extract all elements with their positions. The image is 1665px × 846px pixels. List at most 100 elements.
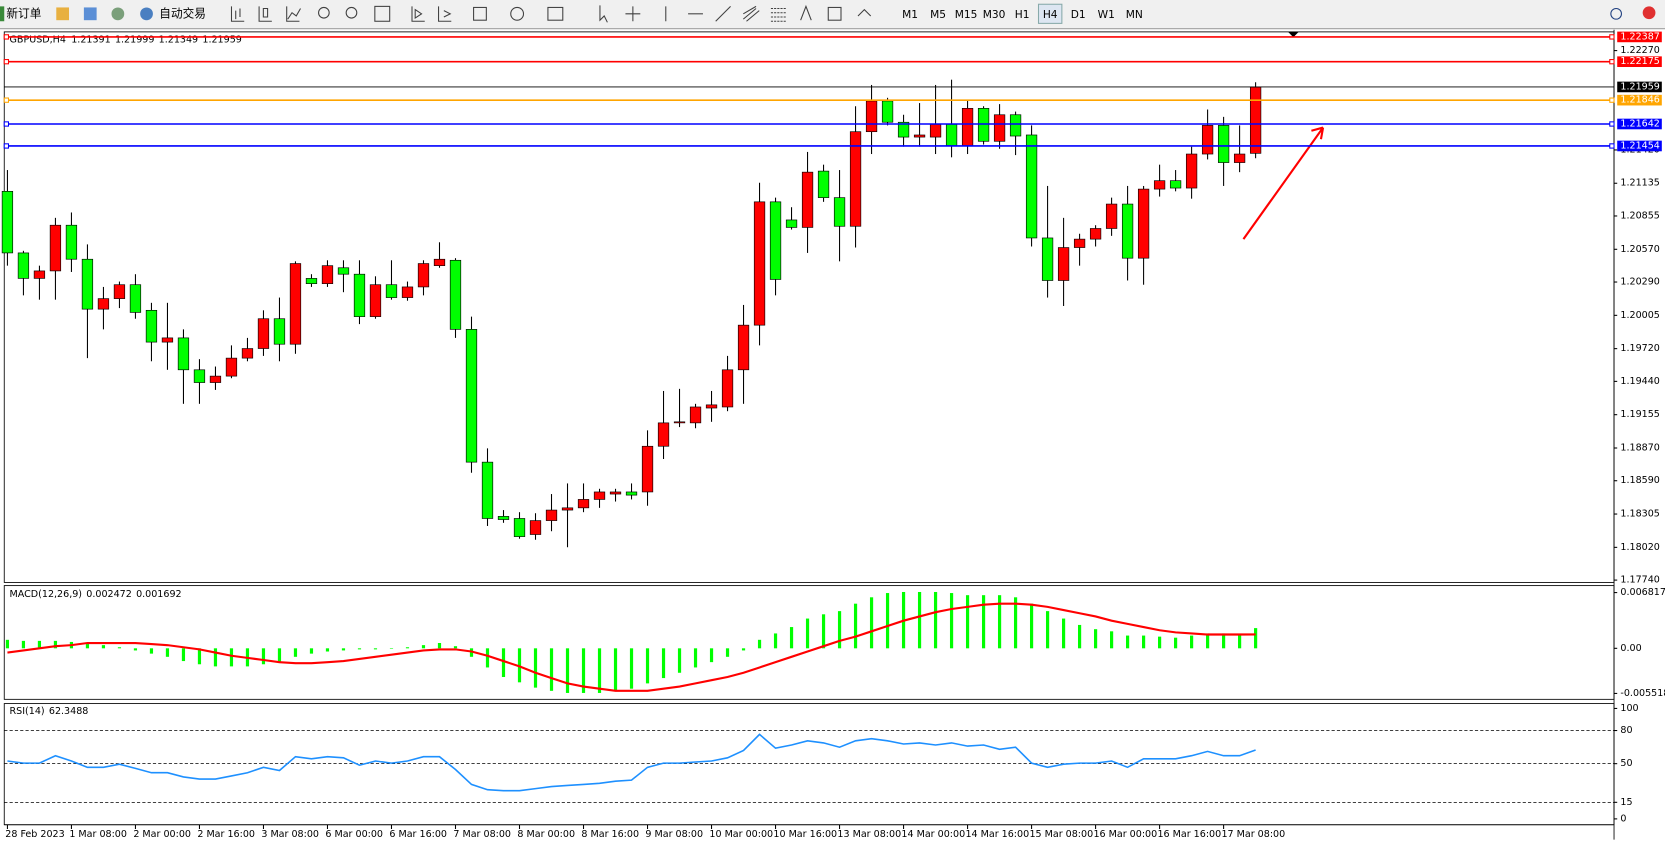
candle-body [289,263,302,345]
timeframe-button[interactable]: H4 [1043,8,1058,21]
macd-bar [133,648,138,651]
icon[interactable] [599,5,608,23]
y-tick-label: 1.18590 [1620,475,1659,486]
macd-bar [1077,624,1082,649]
icon [0,6,5,22]
y-tick-label: 1.21135 [1620,178,1659,189]
line-handle[interactable] [3,59,10,65]
candle-body [225,357,238,377]
icon[interactable] [345,6,358,19]
notification-icon[interactable] [1642,6,1656,20]
price-label-bg [1617,56,1662,68]
timeframe-button[interactable]: H1 [1015,8,1030,21]
macd-last: 0.002472 [86,589,132,600]
icon[interactable] [374,5,391,22]
chart-window: GBPUSD,H4 1.21391 1.21999 1.21349 1.21959 MA… [1,29,1665,840]
candle-body [1105,203,1118,229]
candle-body [81,258,94,310]
candle-body [353,273,366,317]
line-handle[interactable] [3,143,10,149]
search-icon[interactable] [1610,7,1622,20]
macd-bar [565,648,570,693]
macd-bar [37,640,42,649]
icon[interactable] [473,6,487,21]
candle-body [881,100,894,123]
icon[interactable] [510,6,525,21]
candle-body [689,406,702,424]
macd-bar [837,611,842,649]
macd-bar [853,603,858,649]
line-handle[interactable] [3,34,10,40]
icon[interactable] [258,6,272,22]
icon[interactable] [83,7,97,21]
icon[interactable] [800,4,812,21]
candle-body [593,491,606,500]
x-tick-label: 14 Mar 16:00 [965,829,1029,840]
price-label: 1.21454 [1620,140,1659,151]
candle-body [177,337,190,371]
macd-bar [341,648,346,651]
line-handle[interactable] [1609,121,1615,127]
macd-bar [421,645,426,649]
macd-bar [405,647,410,649]
icon[interactable] [230,6,245,22]
new-order-label: 新订单 [6,6,41,20]
icon[interactable] [56,7,70,21]
timeframe-button[interactable]: MN [1126,8,1143,21]
candle-body [465,329,478,463]
timeframe-button[interactable]: D1 [1071,8,1086,21]
candle-body [1249,86,1262,154]
macd-bar [117,647,122,649]
icon[interactable] [438,6,452,22]
candle-body [673,421,686,424]
candle-body [49,224,62,272]
x-tick-label: 16 Mar 00:00 [1093,829,1157,840]
candle-body [1169,180,1182,189]
timeframe-button[interactable]: W1 [1098,8,1115,21]
macd-bar [981,595,986,649]
new-order-button[interactable]: 新订单 [0,6,42,22]
candle-body [369,284,382,317]
candle-body [33,270,46,279]
timeframe-button[interactable]: M30 [983,8,1006,21]
y-tick-label: 1.19720 [1620,343,1659,354]
line-handle[interactable] [3,121,10,127]
icon[interactable] [286,6,301,22]
signal-line [7,602,1256,692]
icon[interactable] [411,6,425,22]
icon[interactable] [547,6,564,21]
line-handle[interactable] [1609,59,1615,65]
candle-body [113,284,126,299]
line-handle[interactable] [1609,143,1615,149]
macd-bar [677,648,682,673]
timeframe-button[interactable]: M5 [930,8,946,21]
timeframe-button[interactable]: M15 [955,8,978,21]
macd-bar [789,627,794,649]
macd-bar [1109,631,1114,649]
y-tick-label: 0.006817 [1620,587,1665,598]
icon[interactable] [625,6,641,22]
macd-bar [581,648,586,693]
icon[interactable] [318,6,330,19]
auto-trading-button[interactable]: 自动交易 [140,6,206,20]
candle-body [337,267,350,275]
macd-bar [661,648,666,679]
icon[interactable] [715,6,731,22]
low: 1.21349 [159,34,198,45]
candle-body [129,284,142,313]
macd-bar [869,597,874,649]
line-handle[interactable] [3,97,10,103]
icon[interactable] [827,6,842,21]
icon[interactable] [857,8,872,17]
timeframe-button[interactable]: M1 [902,8,918,21]
line-handle[interactable] [1609,97,1615,103]
macd-bar [741,648,746,651]
candle-body [1089,228,1102,240]
y-tick-label: 1.22270 [1620,45,1659,56]
icon[interactable] [770,7,786,22]
icon[interactable] [111,7,125,21]
icon[interactable] [742,5,760,22]
line-handle[interactable] [1609,34,1615,40]
high: 1.21999 [115,34,154,45]
